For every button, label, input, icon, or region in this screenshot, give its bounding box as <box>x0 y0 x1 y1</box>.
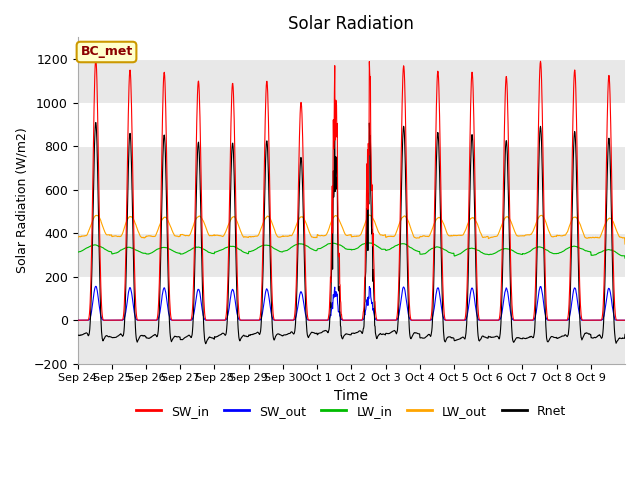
Bar <box>77 233 625 276</box>
Bar <box>77 146 625 190</box>
Y-axis label: Solar Radiation (W/m2): Solar Radiation (W/m2) <box>15 128 28 274</box>
Legend: SW_in, SW_out, LW_in, LW_out, Rnet: SW_in, SW_out, LW_in, LW_out, Rnet <box>131 400 572 423</box>
Bar <box>77 59 625 103</box>
X-axis label: Time: Time <box>334 389 369 403</box>
Bar <box>77 320 625 364</box>
Text: BC_met: BC_met <box>81 46 132 59</box>
Title: Solar Radiation: Solar Radiation <box>289 15 414 33</box>
